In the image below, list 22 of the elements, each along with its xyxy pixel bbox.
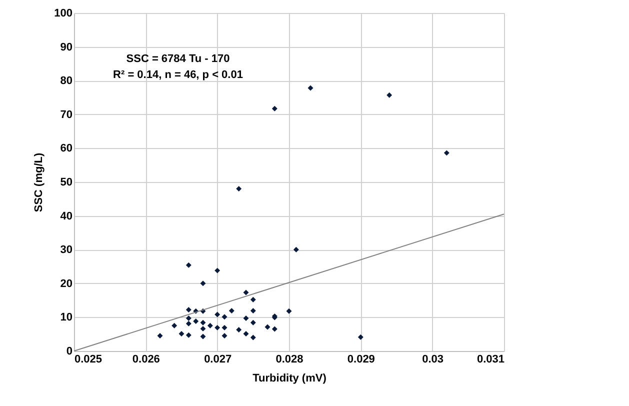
x-tick-label: 0.028 [276, 354, 304, 366]
y-tick-label: 50 [60, 176, 72, 188]
y-tick-label: 70 [60, 108, 72, 121]
x-tick-label: 0.027 [204, 354, 232, 366]
x-tick-label: 0.025 [74, 354, 102, 366]
y-tick-label: 90 [60, 41, 72, 54]
annotation: SSC = 6784 Tu - 170 [126, 53, 230, 65]
y-tick-label: 10 [60, 312, 72, 324]
y-tick-label: 30 [60, 244, 72, 256]
annotation: R² = 0.14, n = 46, p < 0.01 [113, 69, 243, 81]
x-tick-label: 0.03 [422, 354, 444, 366]
y-tick-label: 0 [66, 346, 72, 358]
y-tick-label: 80 [60, 75, 72, 88]
x-axis-title: Turbidity (mV) [252, 372, 327, 384]
y-tick-label: 100 [54, 8, 72, 20]
x-tick-label: 0.031 [476, 354, 504, 366]
x-tick-label: 0.026 [132, 354, 160, 366]
y-tick-label: 20 [60, 278, 72, 290]
y-tick-label: 40 [60, 210, 72, 222]
x-tick-label: 0.029 [347, 354, 375, 366]
y-axis-title: SSC (mg/L) [33, 152, 46, 212]
y-tick-label: 60 [60, 142, 72, 155]
